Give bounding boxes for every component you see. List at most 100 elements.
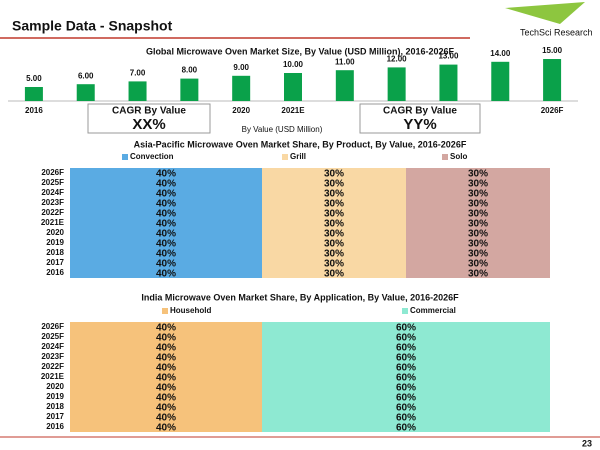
cagr-label: CAGR By Value [383, 106, 457, 117]
data-label: 40% [156, 239, 176, 250]
data-label: 30% [324, 259, 344, 270]
data-label: 6.00 [78, 71, 94, 80]
data-label: 30% [468, 259, 488, 270]
bar-segment [406, 168, 550, 178]
data-label: 40% [156, 269, 176, 280]
bar-segment [70, 208, 262, 218]
bar-segment [70, 392, 262, 402]
logo-mark [505, 2, 585, 24]
bar [543, 59, 562, 101]
chart-title: Global Microwave Oven Market Size, By Va… [146, 46, 455, 56]
x-tick-label: 2026F [541, 106, 564, 115]
cagr-label: CAGR By Value [112, 106, 186, 117]
data-label: 30% [468, 269, 488, 280]
data-label: 40% [156, 383, 176, 394]
chart-title: India Microwave Oven Market Share, By Ap… [141, 292, 459, 302]
data-label: 40% [156, 189, 176, 200]
data-label: 30% [324, 169, 344, 180]
legend-swatch [162, 308, 168, 314]
bar-segment [406, 248, 550, 258]
data-label: 40% [156, 423, 176, 434]
data-label: 30% [468, 169, 488, 180]
bar-segment [70, 412, 262, 422]
y-tick-label: 2021E [41, 372, 65, 381]
y-tick-label: 2023F [41, 198, 64, 207]
data-label: 40% [156, 333, 176, 344]
y-tick-label: 2017 [46, 412, 64, 421]
bar-segment [406, 238, 550, 248]
data-label: 40% [156, 219, 176, 230]
slide-title: Sample Data - Snapshot [12, 18, 173, 34]
cagr-box [359, 103, 481, 134]
data-label: 40% [156, 393, 176, 404]
data-label: 60% [396, 403, 416, 414]
bar-segment [262, 208, 406, 218]
bar-segment [70, 342, 262, 352]
y-tick-label: 2025F [41, 178, 64, 187]
bar-segment [262, 362, 550, 372]
bar [128, 81, 147, 101]
data-label: 40% [156, 229, 176, 240]
bar-segment [70, 352, 262, 362]
y-tick-label: 2024F [41, 188, 64, 197]
data-label: 40% [156, 403, 176, 414]
bar-segment [262, 188, 406, 198]
legend-swatch [122, 154, 128, 160]
data-label: 12.00 [387, 55, 408, 64]
cagr-box [87, 103, 211, 134]
y-tick-label: 2016 [46, 422, 64, 431]
data-label: 30% [468, 249, 488, 260]
data-label: 30% [468, 179, 488, 190]
y-tick-label: 2020 [46, 382, 64, 391]
data-label: 14.00 [490, 49, 511, 58]
bar-segment [70, 258, 262, 268]
bar-segment [70, 198, 262, 208]
legend-swatch [442, 154, 448, 160]
data-label: 40% [156, 343, 176, 354]
data-label: 60% [396, 353, 416, 364]
data-label: 60% [396, 363, 416, 374]
y-tick-label: 2022F [41, 362, 64, 371]
y-tick-label: 2026F [41, 322, 64, 331]
bar-segment [262, 198, 406, 208]
bar-segment [262, 332, 550, 342]
data-label: 30% [468, 199, 488, 210]
bar-segment [262, 352, 550, 362]
legend-label: Convection [130, 152, 174, 161]
data-label: 40% [156, 363, 176, 374]
data-label: 40% [156, 413, 176, 424]
data-label: 40% [156, 353, 176, 364]
bar-segment [70, 248, 262, 258]
x-tick-label: 2016 [25, 106, 43, 115]
data-label: 30% [324, 189, 344, 200]
data-label: 40% [156, 199, 176, 210]
data-label: 40% [156, 249, 176, 260]
bar-segment [70, 178, 262, 188]
bar-segment [406, 258, 550, 268]
bar-segment [406, 208, 550, 218]
page-number: 23 [582, 438, 592, 448]
bar-segment [70, 362, 262, 372]
data-label: 5.00 [26, 74, 42, 83]
x-tick-label: 2021E [281, 106, 305, 115]
data-label: 30% [324, 249, 344, 260]
bar-segment [70, 268, 262, 278]
legend-label: Commercial [410, 306, 456, 315]
cagr-value: XX% [132, 116, 165, 133]
data-label: 40% [156, 209, 176, 220]
bar-segment [70, 332, 262, 342]
data-label: 30% [468, 239, 488, 250]
data-label: 15.00 [542, 46, 563, 55]
bar [439, 64, 458, 101]
y-tick-label: 2026F [41, 168, 64, 177]
bar-segment [70, 422, 262, 432]
data-label: 11.00 [335, 57, 355, 66]
data-label: 40% [156, 259, 176, 270]
bar-segment [262, 268, 406, 278]
chart-title: Asia-Pacific Microwave Oven Market Share… [134, 139, 467, 149]
data-label: 60% [396, 373, 416, 384]
y-tick-label: 2024F [41, 342, 64, 351]
bar-segment [262, 228, 406, 238]
y-tick-label: 2017 [46, 258, 64, 267]
